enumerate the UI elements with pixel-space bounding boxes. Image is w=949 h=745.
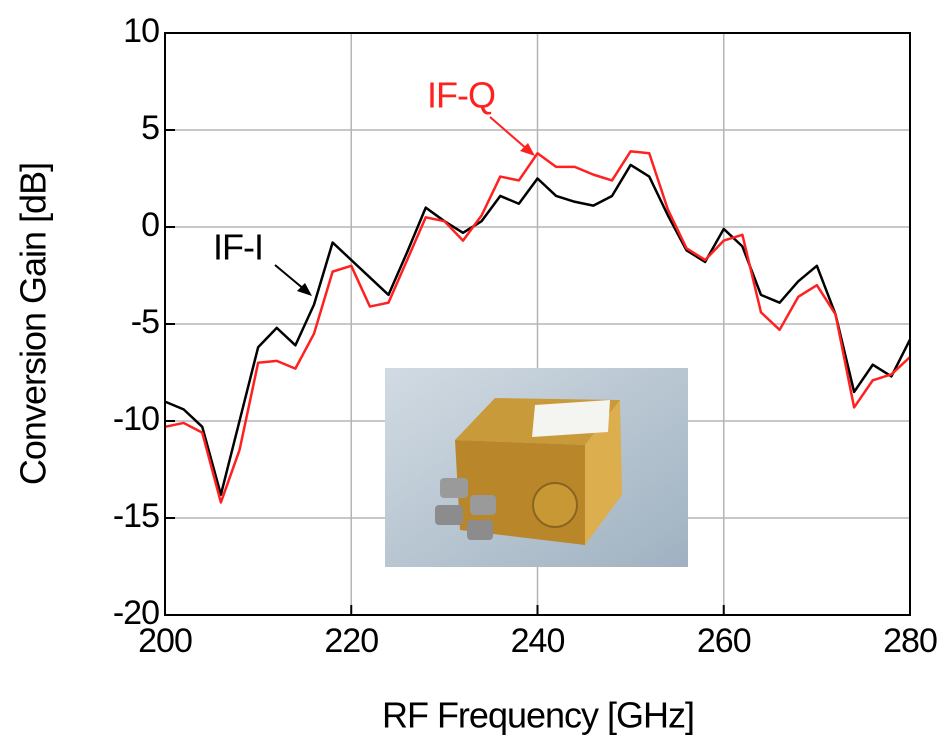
x-tick-label: 260 [697, 622, 751, 660]
series-line [164, 163, 912, 496]
x-tick-label: 220 [324, 622, 378, 660]
inset-photo [385, 368, 688, 567]
series-line [164, 150, 911, 504]
annotation-arrowhead [297, 283, 312, 296]
y-tick-label: 0 [141, 206, 159, 244]
y-axis-title: Conversion Gain [dB] [13, 163, 54, 485]
annotation-arrow [274, 264, 306, 291]
y-tick-label: 10 [123, 12, 159, 50]
y-tick-label: -15 [113, 497, 159, 535]
y-tick-label: -10 [113, 400, 159, 438]
annotation-arrow [489, 116, 529, 151]
y-tick-label: 5 [141, 109, 159, 147]
y-tick-label: -20 [113, 594, 159, 632]
y-tick-label: -5 [131, 303, 159, 341]
x-tick-label: 200 [138, 622, 192, 660]
series-label: IF-Q [427, 75, 495, 116]
plot-lines [164, 150, 912, 504]
x-tick-label: 240 [511, 622, 565, 660]
x-axis-title: RF Frequency [GHz] [382, 695, 694, 736]
annotation-arrowhead [520, 143, 535, 156]
series-label: IF-I [213, 227, 263, 268]
x-tick-label: 280 [883, 622, 937, 660]
